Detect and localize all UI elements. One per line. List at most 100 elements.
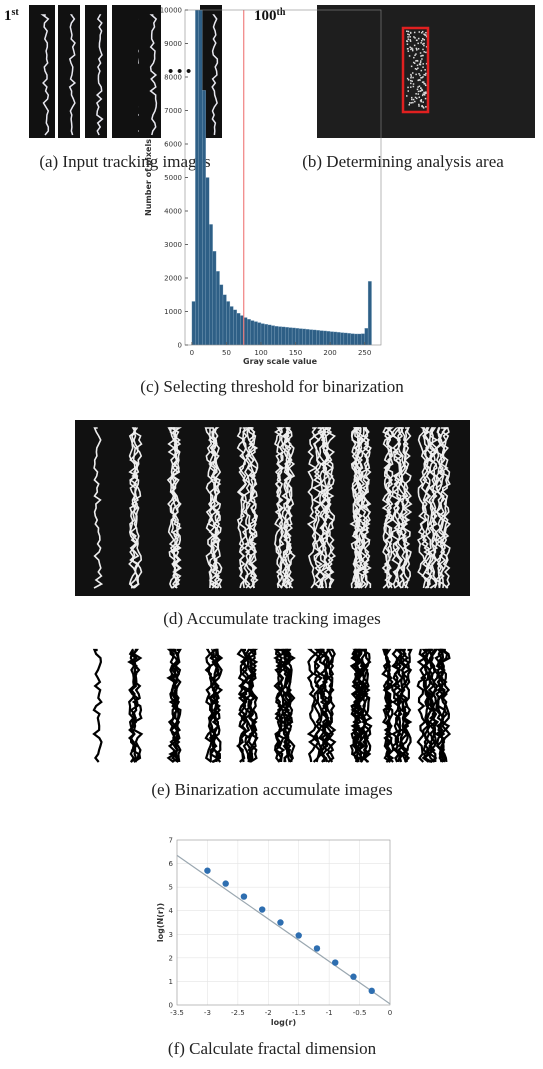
particle [418, 48, 420, 50]
data-point [350, 974, 356, 980]
particle [414, 32, 416, 33]
particle [419, 75, 421, 77]
particle [411, 99, 413, 101]
particle [422, 31, 424, 33]
particle [406, 95, 408, 97]
particle [421, 58, 423, 60]
bar [292, 328, 295, 345]
particle [423, 51, 425, 53]
bar [347, 333, 350, 345]
caption-b: (b) Determining analysis area [302, 152, 504, 171]
particle [419, 63, 421, 65]
particle [425, 32, 427, 33]
bar [213, 251, 216, 345]
data-point [296, 932, 302, 938]
data-point [277, 919, 283, 925]
particle [418, 93, 420, 95]
last-frame-number: 100 [254, 8, 277, 24]
particle [416, 48, 418, 50]
particle [409, 36, 411, 38]
x-tick-label: 200 [323, 349, 336, 357]
caption-f: (f) Calculate fractal dimension [168, 1039, 377, 1058]
particle [413, 86, 415, 88]
particle [414, 45, 416, 47]
tracking-image [58, 5, 80, 138]
bar [247, 319, 250, 345]
bar [323, 331, 326, 345]
bar [354, 334, 357, 345]
particle [412, 77, 414, 79]
particle [410, 32, 412, 34]
particle [422, 76, 424, 78]
particle [410, 74, 412, 76]
bar [361, 334, 364, 345]
bar [309, 330, 312, 345]
particle [419, 31, 421, 33]
y-tick-label: 3000 [164, 241, 182, 249]
bar [237, 313, 240, 345]
bar [209, 224, 212, 345]
x-axis-label: Gray scale value [243, 357, 318, 366]
x-tick-label: -2 [265, 1009, 272, 1017]
y-axis-label: Number of pixels [144, 139, 153, 216]
x-tick-label: 150 [289, 349, 302, 357]
data-point [241, 893, 247, 899]
particle [407, 33, 409, 35]
y-tick-label: 5000 [164, 174, 182, 182]
particle [410, 39, 412, 41]
y-tick-label: 3 [169, 931, 173, 939]
particle [411, 80, 413, 82]
bar [344, 333, 347, 345]
particle [418, 104, 420, 106]
particle [423, 45, 425, 47]
particle [421, 101, 423, 103]
last-frame-suffix: th [277, 7, 286, 18]
particle [410, 86, 412, 88]
particle [407, 36, 409, 38]
bar [365, 328, 368, 345]
particle [416, 49, 418, 51]
x-tick-label: -1 [326, 1009, 333, 1017]
data-point [204, 867, 210, 873]
first-frame-suffix: st [12, 7, 20, 18]
particle [424, 69, 426, 71]
particle [415, 93, 417, 95]
particle [425, 74, 427, 76]
particle [423, 92, 425, 94]
particle [407, 48, 409, 50]
y-tick-label: 6 [169, 860, 174, 868]
particle [425, 34, 427, 36]
particle [425, 52, 427, 54]
particle [408, 90, 410, 92]
x-tick-label: -1.5 [292, 1009, 306, 1017]
bar [351, 334, 354, 345]
bar [330, 332, 333, 345]
particle [416, 40, 418, 42]
bar [327, 331, 330, 345]
x-tick-label: 0 [190, 349, 194, 357]
x-tick-label: 250 [358, 349, 371, 357]
particle [422, 95, 424, 97]
bar [220, 285, 223, 345]
particle [420, 60, 422, 62]
particle [410, 77, 412, 79]
particle [423, 81, 425, 83]
y-tick-label: 5 [169, 884, 173, 892]
bar [289, 328, 292, 345]
bar [202, 90, 205, 345]
particle [408, 31, 410, 33]
particle [425, 73, 427, 75]
y-tick-label: 10000 [160, 7, 182, 15]
particle [408, 50, 410, 52]
particle [421, 70, 423, 72]
x-tick-label: -0.5 [353, 1009, 367, 1017]
y-tick-label: 4 [169, 907, 174, 915]
bar [337, 332, 340, 345]
particle [412, 102, 414, 104]
bar [261, 324, 264, 345]
particle [408, 79, 410, 81]
particle [413, 36, 415, 38]
particle [410, 40, 412, 42]
caption-c: (c) Selecting threshold for binarization [140, 377, 404, 396]
bar [254, 322, 257, 345]
